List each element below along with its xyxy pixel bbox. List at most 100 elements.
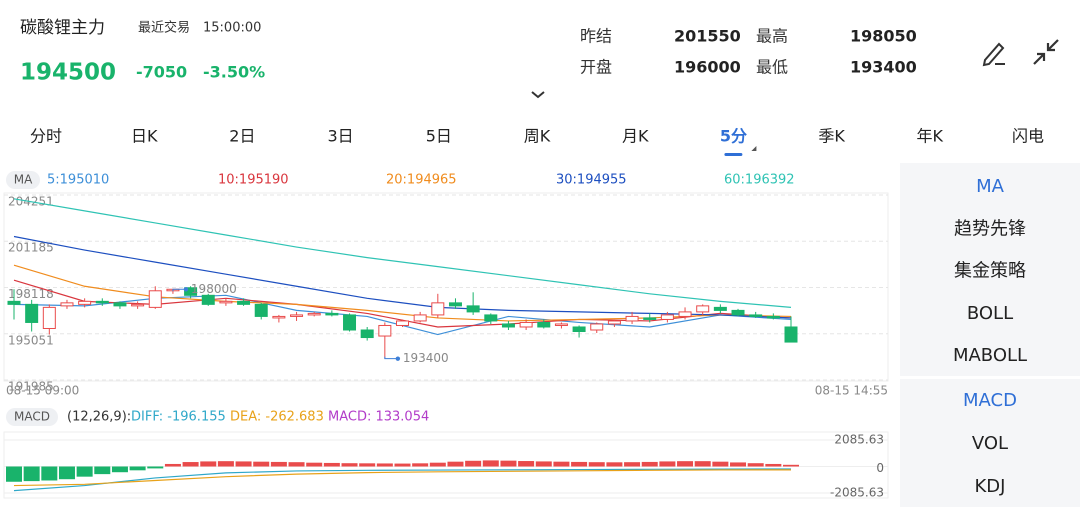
y-tick-label: 201185 xyxy=(8,241,54,255)
indicator-item[interactable]: VOL xyxy=(972,433,1008,454)
macd-bar xyxy=(6,466,22,482)
tab[interactable]: 周K xyxy=(524,127,551,146)
stat-value: 193400 xyxy=(850,58,917,77)
tab[interactable]: 分时 xyxy=(30,127,62,146)
ma-line xyxy=(13,264,792,322)
macd-bar xyxy=(765,463,782,467)
ma-label: MA xyxy=(14,173,33,187)
candle-body xyxy=(696,305,710,313)
macd-bar xyxy=(306,462,323,467)
candle-body xyxy=(784,326,798,343)
macd-bar xyxy=(571,461,588,467)
change-pct: -3.50% xyxy=(203,63,265,82)
macd-tick-label: 0 xyxy=(876,461,884,475)
sidebar-divider xyxy=(900,376,1080,379)
candle-body xyxy=(466,305,480,313)
tab[interactable]: 季K xyxy=(818,127,845,146)
candle-body xyxy=(219,300,233,304)
macd-bar xyxy=(606,462,623,467)
macd-bar xyxy=(147,466,164,469)
indicator-item[interactable]: KDJ xyxy=(975,476,1006,497)
sidebar-bg xyxy=(900,163,1080,507)
macd-line xyxy=(13,469,792,487)
stat-label: 最低 xyxy=(756,58,788,77)
indicator-item[interactable]: 趋势先锋 xyxy=(954,218,1026,239)
stat-value: 198050 xyxy=(850,27,917,46)
macd-bar xyxy=(217,461,234,467)
ma-line xyxy=(13,235,792,319)
candle-body xyxy=(254,303,268,317)
candle-body xyxy=(131,303,145,307)
macd-bar xyxy=(712,461,729,467)
macd-bar xyxy=(429,462,446,467)
macd-bar xyxy=(182,462,199,467)
expand-chevron[interactable] xyxy=(531,91,545,99)
stat-label: 昨结 xyxy=(580,27,612,46)
indicator-item[interactable]: BOLL xyxy=(967,303,1013,324)
macd-pill xyxy=(6,408,58,426)
tab[interactable]: 5分 xyxy=(720,127,747,146)
candle-body xyxy=(95,300,109,304)
macd-bar xyxy=(465,460,482,467)
candle-body xyxy=(378,324,392,337)
edit-icon[interactable] xyxy=(982,42,1005,67)
indicator-item[interactable]: MA xyxy=(976,176,1005,197)
candle-body xyxy=(290,314,304,317)
indicator-item[interactable]: 集金策略 xyxy=(954,261,1026,282)
candle-body xyxy=(643,317,657,320)
candle-body xyxy=(413,314,427,322)
tab[interactable]: 月K xyxy=(622,127,649,146)
tab[interactable]: 年K xyxy=(917,127,944,146)
indicator-item[interactable]: MACD xyxy=(963,390,1017,411)
macd-bar xyxy=(783,464,799,467)
macd-bar xyxy=(394,463,411,467)
macd-bar xyxy=(76,466,93,477)
macd-bar xyxy=(200,461,217,467)
macd-bar xyxy=(518,461,535,467)
ma-line xyxy=(13,198,792,308)
candle-body xyxy=(325,312,339,316)
y-tick-label: 198118 xyxy=(8,287,54,301)
candle-body xyxy=(7,300,21,305)
candle-body xyxy=(448,302,462,307)
candle-body xyxy=(60,302,74,307)
candle-body xyxy=(625,315,639,322)
candle-body xyxy=(607,320,621,325)
candle-body xyxy=(343,314,357,331)
tab[interactable]: 2日 xyxy=(229,127,255,146)
macd-tick-label: 2085.63 xyxy=(834,433,884,447)
macd-bar xyxy=(359,463,376,467)
macd-bar xyxy=(94,466,111,475)
candle-body xyxy=(713,306,727,311)
macd-bar xyxy=(694,461,711,467)
macd-bar xyxy=(412,463,429,467)
macd-bar xyxy=(235,461,252,467)
indicator-item[interactable]: MABOLL xyxy=(953,345,1027,366)
tab[interactable]: 3日 xyxy=(328,127,354,146)
macd-bar xyxy=(288,462,305,467)
stat-label: 最高 xyxy=(756,27,788,46)
macd-bar xyxy=(500,460,517,467)
tab[interactable]: 5日 xyxy=(426,127,452,146)
ma-legend: 20:194965 xyxy=(386,173,457,188)
ma-line xyxy=(13,294,792,336)
macd-bar xyxy=(641,461,658,467)
macd-bar xyxy=(659,461,676,467)
last-trade-time: 15:00:00 xyxy=(203,21,261,36)
macd-legend: MACD: 133.054 xyxy=(328,410,429,425)
tab[interactable]: 日K xyxy=(131,127,158,146)
macd-bar xyxy=(677,461,694,467)
candle-body xyxy=(78,300,92,305)
candle-body xyxy=(396,320,409,326)
collapse-icon[interactable] xyxy=(1033,39,1059,65)
change: -7050 xyxy=(136,63,187,82)
tab[interactable]: 闪电 xyxy=(1012,127,1044,146)
stat-value: 196000 xyxy=(674,58,741,77)
macd-bar xyxy=(58,466,75,480)
macd-bar xyxy=(624,462,641,467)
ma-legend: 30:194955 xyxy=(556,173,627,188)
candle-body xyxy=(431,302,445,316)
candle-body xyxy=(237,300,251,305)
x-label: 08-15 09:00 xyxy=(6,384,79,398)
